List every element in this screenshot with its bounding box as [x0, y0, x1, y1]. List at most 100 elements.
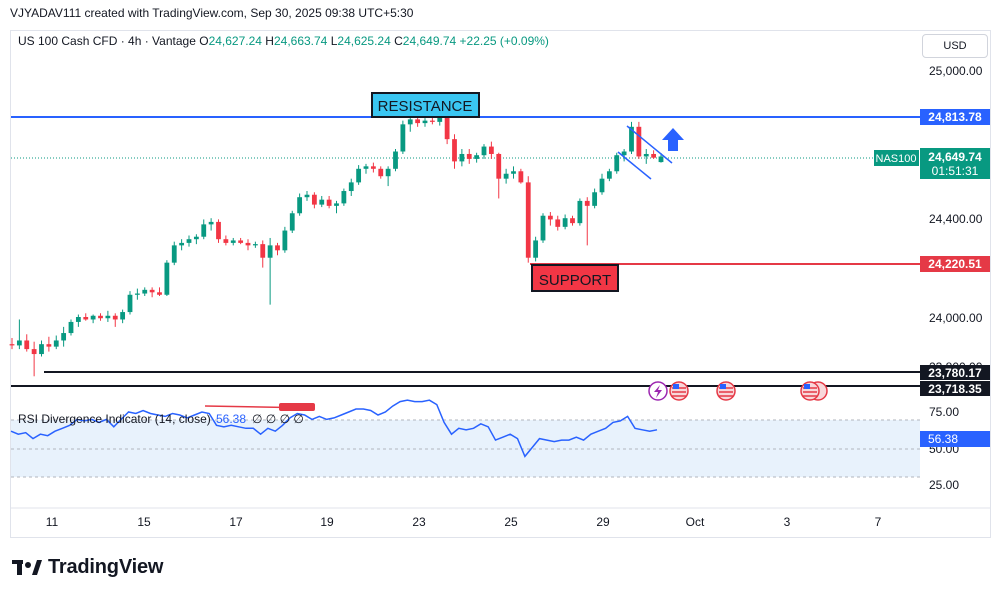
time-tick: 15	[137, 515, 151, 529]
time-tick: 3	[784, 515, 791, 529]
tradingview-wordmark: TradingView	[48, 556, 164, 578]
tradingview-logo[interactable]: TradingView	[12, 556, 163, 579]
symbol-label-text: NAS100	[876, 153, 917, 165]
us-flag-event-icon[interactable]	[716, 381, 736, 401]
candle-body	[481, 146, 487, 156]
close-value: 24,649.74	[402, 34, 457, 48]
candle-body	[208, 221, 214, 225]
support-annotation-box[interactable]	[531, 264, 619, 292]
countdown-text: 01:51:31	[932, 164, 979, 178]
symbol-label	[874, 150, 919, 166]
currency-button[interactable]: USD	[922, 34, 988, 58]
resistance-annotation-box[interactable]	[371, 92, 480, 118]
candle-body	[643, 153, 649, 157]
candle-body	[98, 315, 103, 319]
level2-price-text: 23,718.35	[928, 382, 982, 396]
rsi-inline-value: 56.38	[216, 412, 246, 426]
rsi-tick: 25.00	[929, 478, 959, 492]
candle-body	[326, 199, 332, 206]
candle-body	[562, 218, 568, 227]
change-value: +22.25 (+0.09%)	[459, 34, 549, 48]
candle-body	[599, 178, 605, 193]
candle-body	[341, 191, 347, 204]
candle-body	[658, 156, 664, 163]
candle-body	[547, 215, 553, 220]
candle-body	[400, 124, 406, 152]
candle-body	[46, 344, 52, 347]
candle-body	[503, 173, 509, 179]
candle-body	[39, 344, 44, 355]
candle-body	[407, 119, 413, 125]
open-label: O	[199, 34, 209, 48]
resistance-price-label	[920, 109, 990, 125]
resistance-price-text: 24,813.78	[928, 110, 982, 124]
candle-series	[9, 114, 664, 377]
candle-body	[289, 213, 295, 231]
rsi-indicator-label[interactable]: RSI Divergence Indicator (14, close)	[18, 412, 211, 426]
last-price-text: 24,649.74	[928, 150, 982, 164]
candle-body	[415, 119, 421, 124]
candle-body	[83, 317, 89, 320]
candle-body	[385, 168, 391, 177]
candle-body	[230, 240, 236, 243]
rsi-band	[11, 420, 920, 477]
support-price-text: 24,220.51	[928, 257, 982, 271]
rsi-value-badge	[920, 431, 990, 447]
flag-upper-trendline[interactable]	[626, 125, 673, 164]
price-tick: 25,000.00	[929, 64, 983, 78]
candle-body	[201, 224, 207, 237]
price-tick: 24,000.00	[929, 311, 983, 325]
candle-body	[555, 219, 561, 227]
lightning-glyph	[654, 385, 662, 398]
candle-body	[444, 116, 450, 140]
us-flag-event-icon[interactable]	[669, 381, 689, 401]
level1-price-text: 23,780.17	[928, 366, 982, 380]
candle-body	[592, 192, 598, 206]
flag-lower-trendline[interactable]	[617, 151, 652, 180]
up-arrow-icon[interactable]	[662, 128, 684, 151]
candle-body	[474, 155, 480, 159]
candle-body	[348, 182, 354, 192]
time-tick: 17	[229, 515, 243, 529]
low-label: L	[330, 34, 338, 48]
candle-body	[422, 120, 428, 124]
candle-body	[120, 312, 126, 320]
resistance-annotation-text: RESISTANCE	[378, 98, 473, 115]
candle-body	[245, 242, 251, 246]
level2-price-label	[920, 381, 990, 396]
candle-body	[260, 244, 266, 258]
candle-body	[171, 245, 177, 263]
chart-frame	[10, 30, 991, 538]
support-annotation-text: SUPPORT	[539, 272, 611, 289]
time-tick: 19	[320, 515, 334, 529]
candle-body	[496, 153, 502, 179]
candle-body	[297, 197, 303, 214]
candle-body	[238, 240, 244, 243]
divergence-marker	[279, 403, 315, 411]
level1-price-label	[920, 365, 990, 380]
candle-body	[267, 245, 273, 258]
high-value: 24,663.74	[273, 34, 328, 48]
open-value: 24,627.24	[208, 34, 262, 48]
candle-body	[511, 171, 516, 174]
candle-body	[24, 340, 30, 350]
time-tick: 7	[875, 515, 882, 529]
candle-body	[466, 153, 472, 159]
candle-body	[179, 242, 185, 246]
time-tick: 25	[504, 515, 518, 529]
time-tick: 23	[412, 515, 426, 529]
candle-body	[393, 151, 398, 169]
candle-body	[112, 315, 118, 320]
close-label: C	[394, 34, 403, 48]
high-label: H	[265, 34, 274, 48]
symbol-title[interactable]: US 100 Cash CFD · 4h · Vantage	[18, 34, 196, 48]
candle-body	[311, 194, 317, 205]
candle-body	[149, 289, 155, 293]
candle-body	[31, 349, 37, 355]
candle-body	[216, 221, 221, 240]
candle-body	[488, 146, 494, 154]
candle-body	[16, 340, 22, 346]
us-flag-event-icon[interactable]	[800, 381, 828, 401]
tradingview-logo-icon	[12, 559, 42, 575]
